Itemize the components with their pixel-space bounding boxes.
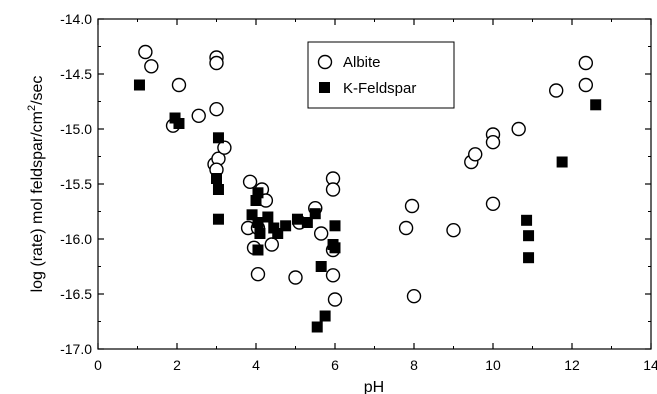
legend-marker-k-feldspar xyxy=(319,82,330,93)
k-feldspar-point xyxy=(246,209,258,221)
legend-box xyxy=(307,41,455,109)
albite-point xyxy=(209,55,224,71)
y-tick-label: -16.0 xyxy=(60,231,92,247)
y-tick-label: -14.0 xyxy=(60,11,92,27)
k-feldspar-point xyxy=(133,79,145,91)
legend-marker-albite xyxy=(317,54,333,70)
y-axis-label-sup: 2 xyxy=(26,105,38,111)
k-feldspar-point xyxy=(590,99,602,111)
x-tick-label: 14 xyxy=(643,357,657,373)
k-feldspar-point xyxy=(329,242,341,254)
k-feldspar-point xyxy=(252,187,264,199)
albite-point xyxy=(578,55,594,71)
data-points xyxy=(133,44,602,333)
x-tick-label: 12 xyxy=(564,357,580,373)
k-feldspar-point xyxy=(521,214,533,226)
legend-label-k-feldspar: K-Feldspar xyxy=(343,80,416,97)
k-feldspar-point xyxy=(523,252,535,264)
k-feldspar-point xyxy=(211,173,222,184)
k-feldspar-point xyxy=(523,230,535,242)
albite-point xyxy=(242,174,258,190)
x-tick-label: 0 xyxy=(94,357,102,373)
albite-point xyxy=(485,196,501,212)
albite-point xyxy=(264,237,279,252)
albite-point xyxy=(171,77,187,93)
k-feldspar-point xyxy=(315,261,327,272)
y-axis-label-tail: /sec xyxy=(29,76,46,105)
x-tick-label: 2 xyxy=(173,357,181,373)
albite-point xyxy=(327,292,343,307)
albite-point xyxy=(138,44,153,60)
k-feldspar-point xyxy=(311,321,323,333)
albite-point xyxy=(578,77,594,93)
x-axis-label: pH xyxy=(364,379,384,394)
albite-point xyxy=(485,134,501,150)
k-feldspar-point xyxy=(280,220,292,232)
albite-point xyxy=(209,101,224,117)
albite-point xyxy=(404,198,420,214)
albite-point xyxy=(325,268,341,283)
y-axis-label: log (rate) mol feldspar/cm2/sec xyxy=(26,76,46,293)
k-feldspar-point xyxy=(212,132,224,144)
k-feldspar-point xyxy=(301,217,313,228)
albite-point xyxy=(217,140,232,155)
x-tick-label: 8 xyxy=(410,357,418,373)
albite-point xyxy=(144,59,159,74)
albite-point xyxy=(549,83,564,98)
k-feldspar-point xyxy=(272,228,284,239)
y-tick-label: -16.5 xyxy=(60,286,92,302)
k-feldspar-point xyxy=(309,208,321,220)
k-feldspar-point xyxy=(319,310,331,322)
albite-point xyxy=(511,121,526,137)
albite-point xyxy=(446,222,461,238)
k-feldspar-point xyxy=(556,156,568,168)
y-axis-label-main: log (rate) mol feldspar/cm xyxy=(29,111,46,292)
albite-point xyxy=(313,226,329,241)
albite-point xyxy=(325,182,341,197)
y-tick-label: -15.5 xyxy=(60,176,92,192)
k-feldspar-point xyxy=(262,211,274,223)
x-tick-label: 6 xyxy=(331,357,339,373)
k-feldspar-point xyxy=(250,195,262,206)
albite-point xyxy=(468,147,483,162)
y-tick-label: -17.0 xyxy=(60,341,92,357)
k-feldspar-point xyxy=(254,228,266,239)
x-tick-label: 10 xyxy=(485,357,501,373)
legend-label-albite: Albite xyxy=(343,54,381,71)
k-feldspar-point xyxy=(291,213,303,225)
k-feldspar-point xyxy=(212,184,224,195)
albite-point xyxy=(250,267,266,282)
albite-point xyxy=(406,289,422,304)
axis-ticks: 0 2 4 6 8 10 12 14 -17.0 -16.5 -16.0 -15.5 -15.0 -14.… xyxy=(60,11,657,373)
legend: Albite K-Feldspar xyxy=(307,41,455,109)
x-tick-label: 4 xyxy=(252,357,260,373)
k-feldspar-point xyxy=(252,244,264,256)
k-feldspar-point xyxy=(252,217,264,228)
albite-point xyxy=(288,270,303,285)
y-tick-label: -14.5 xyxy=(60,66,92,82)
k-feldspar-point xyxy=(329,220,341,232)
albite-point xyxy=(191,108,206,124)
y-tick-label: -15.0 xyxy=(60,121,92,137)
albite-point xyxy=(398,220,414,236)
k-feldspar-point xyxy=(212,213,224,225)
k-feldspar-point xyxy=(173,118,185,129)
